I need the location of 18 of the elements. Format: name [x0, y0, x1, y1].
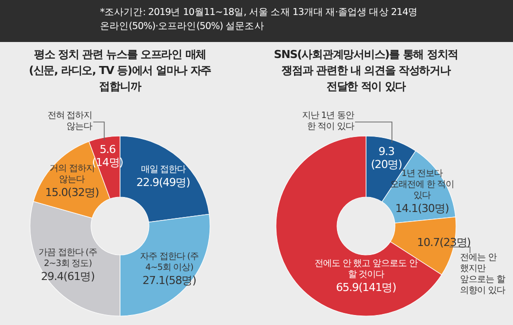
data-label: 29.4(61명) — [40, 270, 96, 283]
text: *조사기간: 2019년 10월11~18일, 서울 소재 13개대 재·졸업생 대상 214명 — [100, 6, 419, 20]
data-label: 15.0(32명) — [44, 186, 100, 199]
slice-label: 자주 접한다 (주 4~5회 이상) — [139, 252, 200, 274]
data-label: 14.1(30명) — [394, 202, 450, 216]
slice-label: 매일 접한다 — [140, 164, 187, 176]
chart-title: 평소 정치 관련 뉴스를 오프라인 매체(신문, 라디오, TV 등)에서 얼마나 자주 접합니까 — [28, 47, 212, 95]
chart-title: SNS(사회관계망서비스)를 통해 정치적 쟁점과 관련한 내 의견을 작성하거나 전달한 적이 있다 — [272, 47, 460, 95]
text: 온라인(50%)·오프라인(50%) 설문조사 — [100, 20, 265, 34]
slice-label: 가끔 접한다 (주 2~3회 정도) — [37, 248, 98, 270]
slice-label: 거의 접하지 않는다 — [48, 164, 94, 186]
slice-label: 전혀 접하지 않는다 — [46, 111, 92, 133]
slice-label: 전에도 안 했고 앞으로도 안 할 것이다 — [314, 258, 419, 280]
data-label: 22.9(49명) — [135, 176, 191, 189]
data-label: 65.9(141명) — [334, 280, 398, 294]
slice-label: 지난 1년 동안 한 적이 있다 — [300, 111, 354, 133]
slice-label: 전에는 안 했지만 앞으로는 할 의향이 있다 — [460, 253, 506, 297]
data-label: 9.3 (20명) — [370, 145, 402, 171]
